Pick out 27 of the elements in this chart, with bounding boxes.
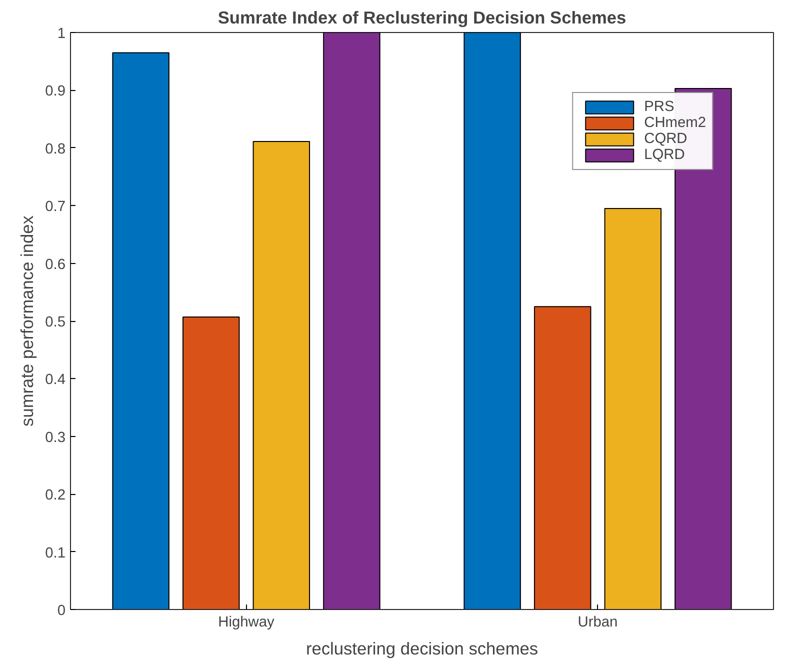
chart-title: Sumrate Index of Reclustering Decision Schemes bbox=[218, 8, 626, 28]
x-tick-label: Urban bbox=[578, 614, 618, 630]
y-tick-label: 0.1 bbox=[45, 545, 66, 562]
y-tick-label: 0.6 bbox=[45, 256, 66, 273]
y-tick-label: 0.9 bbox=[45, 84, 66, 100]
y-tick-label: 0.8 bbox=[45, 141, 66, 158]
x-tick-label: Highway bbox=[218, 614, 276, 630]
bar bbox=[464, 32, 521, 610]
x-axis-title: reclustering decision schemes bbox=[306, 638, 538, 658]
bar bbox=[323, 32, 380, 610]
legend-label: CHmem2 bbox=[644, 115, 706, 131]
legend-label: CQRD bbox=[644, 131, 688, 147]
bar bbox=[604, 208, 662, 610]
y-axis-title: sumrate performance index bbox=[17, 215, 38, 426]
bar bbox=[252, 141, 310, 610]
y-tick-label: 0.4 bbox=[45, 372, 66, 388]
y-tick-label: 0.5 bbox=[45, 314, 66, 330]
bar bbox=[534, 306, 592, 610]
y-tick-label: 0.2 bbox=[45, 488, 66, 504]
y-tick-label: 0.3 bbox=[45, 430, 66, 446]
legend-label: LQRD bbox=[644, 147, 685, 163]
bar bbox=[112, 52, 170, 610]
bar bbox=[182, 316, 240, 610]
legend-label: PRS bbox=[644, 99, 674, 115]
y-tick-label: 0.7 bbox=[45, 199, 66, 216]
y-tick-label: 1 bbox=[57, 26, 66, 42]
y-tick-label: 0 bbox=[57, 603, 66, 619]
